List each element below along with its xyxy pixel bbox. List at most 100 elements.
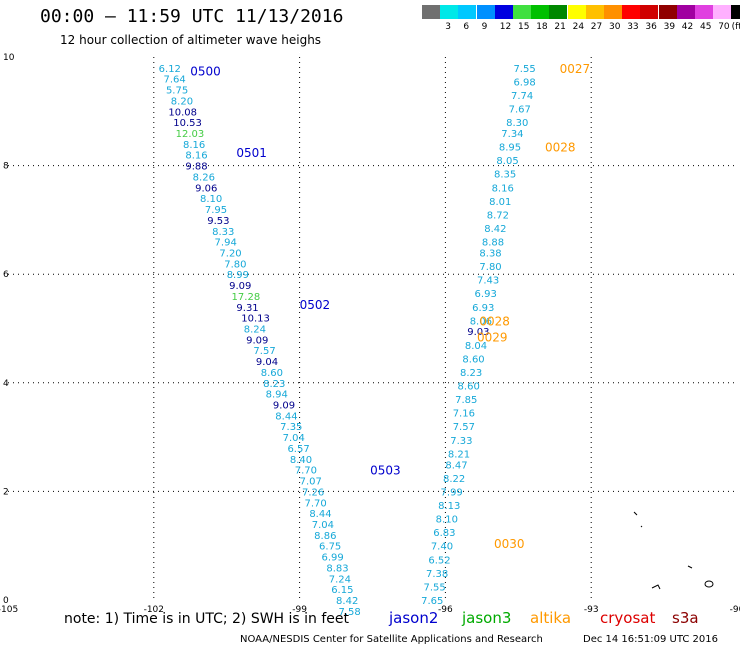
legend-swatch [531, 5, 550, 19]
legend-swatch [567, 5, 586, 19]
wave-height-label: 7.33 [450, 436, 472, 447]
legend-label: 9 [481, 22, 488, 32]
wave-height-label: 8.40 [290, 455, 312, 466]
satellite-jason3: jason3 [462, 609, 512, 627]
y-tick-label: 6 [3, 270, 9, 280]
wave-height-label: 6.15 [331, 585, 353, 596]
time-label: 0028 [479, 314, 510, 328]
legend-label: 33 [627, 22, 639, 32]
wave-height-label: 8.99 [227, 270, 249, 281]
coastline [633, 511, 714, 590]
time-label: 0502 [300, 298, 331, 312]
wave-height-label: 6.93 [475, 289, 497, 300]
legend-swatch [604, 5, 622, 19]
x-tick-label: -96 [438, 605, 453, 615]
map-title: 00:00 — 11:59 UTC 11/13/2016 [40, 6, 344, 27]
wave-height-label: 7.16 [453, 409, 475, 420]
wave-height-label: 6.83 [433, 528, 455, 539]
wave-height-label: 9.04 [256, 357, 278, 368]
legend-swatch [440, 5, 459, 19]
wave-height-label: 8.16 [492, 183, 514, 194]
island-outline [704, 580, 714, 588]
time-label: 0501 [236, 146, 267, 160]
legend-swatch [695, 5, 713, 19]
wave-height-label: 7.55 [424, 582, 446, 593]
wave-height-label: 7.26 [302, 487, 324, 498]
lat-lon-grid [8, 57, 737, 600]
wave-height-label: 9.06 [195, 183, 217, 194]
legend-label: 42 [681, 22, 694, 32]
wave-height-label: 7.35 [280, 422, 302, 433]
legend-label: 21 [554, 22, 566, 32]
wave-height-label: 8.23 [263, 379, 285, 390]
wave-height-label: 8.10 [436, 515, 458, 526]
x-tick-label: -105 [0, 605, 18, 615]
y-tick-label: 4 [3, 379, 9, 389]
legend-label: 39 [663, 22, 676, 32]
legend-swatch [549, 5, 568, 19]
satellite-s3a: s3a [672, 609, 699, 627]
wave-height-label: 7.34 [501, 129, 523, 140]
wave-height-label: 6.93 [472, 303, 494, 314]
wave-height-label: 7.64 [164, 75, 186, 86]
credit-text: NOAA/NESDIS Center for Satellite Applica… [240, 634, 543, 645]
satellite-cryosat: cryosat [600, 609, 656, 627]
axis-labels: -105 -102 -99 -96 -93 -90 0 2 4 6 8 10 [0, 53, 740, 615]
wave-height-label: 12.03 [176, 129, 205, 140]
legend-swatch [422, 5, 440, 19]
time-label: 0500 [190, 65, 221, 79]
y-tick-label: 10 [3, 53, 15, 63]
map-subtitle: 12 hour collection of altimeter wave hei… [60, 33, 322, 47]
wave-height-label: 8.60 [261, 368, 283, 379]
wave-height-label: 7.99 [441, 487, 463, 498]
wave-height-label: 7.95 [205, 205, 227, 216]
x-tick-label: -93 [584, 605, 599, 615]
wave-height-label: 8.33 [212, 227, 234, 238]
wave-height-label: 8.42 [484, 224, 506, 235]
time-label: 0029 [477, 331, 508, 345]
footer-note: note: 1) Time is in UTC; 2) SWH is in fe… [64, 611, 350, 627]
x-tick-label: -102 [144, 605, 164, 615]
wave-height-label: 6.99 [321, 553, 343, 564]
wave-height-label: 8.20 [171, 96, 193, 107]
wave-height-label: 8.06 [470, 316, 492, 327]
wave-height-label: 8.38 [479, 248, 501, 259]
wave-height-label: 8.94 [266, 390, 288, 401]
wave-height-label: 7.20 [219, 248, 241, 259]
wave-height-label: 8.42 [336, 596, 358, 607]
wave-height-label: 8.16 [185, 151, 207, 162]
wave-height-label: 7.24 [329, 574, 351, 585]
legend-label: 18 [536, 22, 548, 32]
satellite-track-right: 7.55 6.98 7.74 7.67 8.307.34 8.95 8.05 8.35 8.16… [421, 62, 590, 607]
wave-height-label: 6.12 [159, 64, 181, 75]
wave-height-label: 8.88 [482, 238, 504, 249]
legend-label: 24 [572, 22, 585, 32]
legend-label: 12 [499, 22, 512, 32]
legend-swatch [640, 5, 659, 19]
island-outline [633, 511, 638, 516]
legend-swatch [476, 5, 495, 19]
time-label: 0028 [545, 141, 576, 155]
wave-height-label: 6.57 [287, 444, 309, 455]
wave-height-label: 7.80 [224, 259, 246, 270]
wave-height-label: 8.72 [487, 210, 509, 221]
wave-height-label: 7.70 [295, 466, 317, 477]
legend-swatch [713, 5, 732, 19]
wave-height-label: 8.83 [326, 563, 348, 574]
wave-height-label: 7.58 [338, 607, 360, 618]
wave-height-label: 8.24 [244, 325, 266, 336]
legend-unit: (ft) [731, 22, 740, 32]
legend-label: 6 [463, 22, 470, 32]
wave-height-label: 7.38 [426, 569, 448, 580]
island-outline [640, 525, 643, 528]
wave-height-label: 17.28 [232, 292, 261, 303]
wave-height-label: 6.98 [513, 77, 535, 88]
wave-height-label: 7.43 [477, 276, 499, 287]
y-tick-label: 8 [3, 162, 9, 172]
wave-height-label: 7.04 [312, 520, 334, 531]
wave-height-label: 8.05 [496, 156, 518, 167]
wave-height-label: 8.86 [314, 531, 336, 542]
wave-height-label: 9.03 [467, 327, 489, 338]
